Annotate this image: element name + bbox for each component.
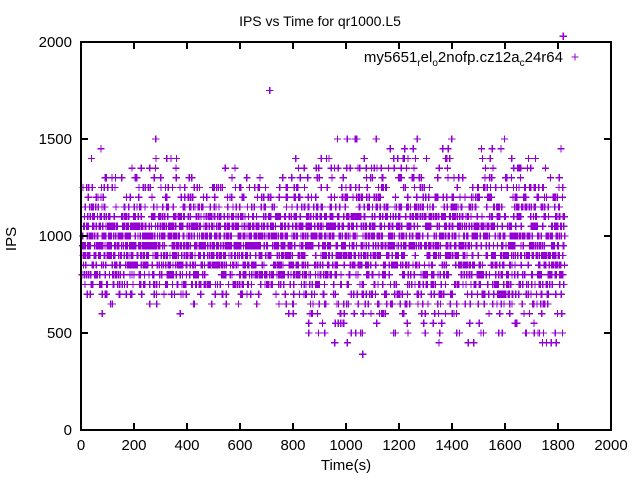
x-tick-label: 1800	[541, 437, 574, 454]
x-axis-title: Time(s)	[321, 457, 371, 474]
legend[interactable]: my5651relo2nofp.cz12ac24r64	[364, 49, 579, 69]
y-tick-label: 1500	[39, 131, 72, 148]
legend-marker-icon	[571, 53, 579, 61]
x-tick-label: 0	[77, 437, 85, 454]
x-tick-label: 1000	[329, 437, 362, 454]
y-tick-label: 1000	[39, 228, 72, 245]
y-tick-label: 0	[64, 422, 72, 439]
axes-layer	[80, 41, 612, 431]
y-axis-title: IPS	[3, 227, 20, 251]
x-tick-label: 400	[174, 437, 199, 454]
data-points-layer	[78, 32, 569, 358]
x-tick-label: 1200	[382, 437, 415, 454]
x-tick-label: 200	[121, 437, 146, 454]
x-tick-label: 800	[280, 437, 305, 454]
x-tick-label: 600	[227, 437, 252, 454]
chart-title: IPS vs Time for qr1000.L5	[239, 13, 401, 29]
legend-label: my5651relo2nofp.cz12ac24r64	[364, 49, 563, 69]
x-tick-label: 2000	[594, 437, 627, 454]
y-tick-label: 2000	[39, 34, 72, 51]
y-tick-label: 500	[47, 325, 72, 342]
axis-labels-layer: 0 500 1000 1500 2000 0 200 400 600 800 1000 1200 140…	[39, 34, 628, 454]
x-tick-label: 1600	[488, 437, 521, 454]
x-tick-label: 1400	[435, 437, 468, 454]
